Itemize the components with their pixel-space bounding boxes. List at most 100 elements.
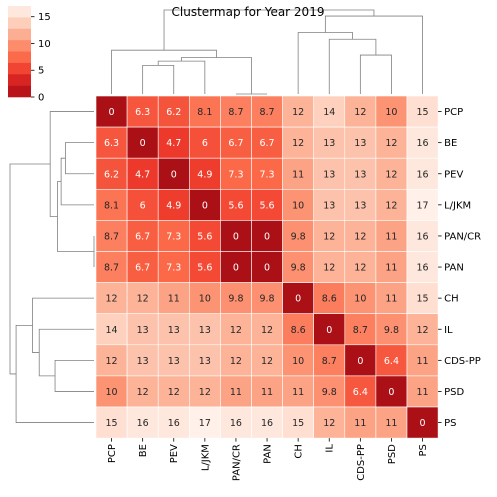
- cell-value: 0: [171, 169, 177, 180]
- cell-value: 0: [140, 138, 146, 149]
- cell-value: 13: [354, 138, 366, 149]
- cell-value: 8.7: [228, 107, 243, 118]
- dendrogram-link: [111, 49, 217, 94]
- heatmap-cell: [282, 95, 315, 128]
- cell-value: 7.3: [166, 231, 181, 242]
- heatmap-cell: [406, 313, 439, 346]
- cell-value: 0: [420, 418, 426, 429]
- cell-value: 13: [199, 356, 211, 367]
- cell-value: 12: [323, 418, 335, 429]
- cell-value: 15: [106, 418, 118, 429]
- heatmap-cell: [126, 313, 159, 346]
- cell-value: 11: [292, 387, 304, 398]
- column-dendrogram: [111, 9, 423, 95]
- dendrogram-link: [57, 181, 94, 252]
- heatmap-cell: [313, 95, 346, 128]
- cell-value: 11: [385, 231, 397, 242]
- heatmap-cell: [251, 251, 283, 283]
- heatmap-cell: [189, 157, 221, 190]
- heatmap-cell: [344, 344, 377, 377]
- heatmap-cell: [375, 282, 408, 315]
- cell-value: 5.6: [197, 231, 212, 242]
- heatmap-cell: [220, 189, 252, 221]
- cell-value: 16: [417, 169, 429, 180]
- cell-value: 6.2: [166, 107, 181, 118]
- cell-value: 9.8: [291, 231, 306, 242]
- heatmap-cell: [313, 375, 346, 408]
- cell-value: 11: [230, 387, 242, 398]
- cell-value: 8.6: [322, 294, 337, 305]
- heatmap-cell: [282, 251, 315, 283]
- heatmap-cell: [313, 251, 346, 283]
- colorbar-tick-label: 5: [38, 66, 44, 77]
- cell-value: 14: [323, 107, 335, 118]
- heatmap-cell: [313, 344, 346, 377]
- cell-value: 0: [264, 263, 270, 274]
- cell-value: 0: [202, 200, 208, 211]
- cell-value: 6.7: [135, 263, 150, 274]
- dendrogram-link: [359, 54, 392, 94]
- dendrogram-link: [328, 38, 377, 94]
- heatmap-cell: [95, 220, 128, 252]
- heatmap-cell: [157, 406, 190, 439]
- heatmap-cell: [375, 95, 408, 128]
- dendrogram-link: [64, 142, 94, 175]
- cell-value: 12: [168, 387, 180, 398]
- cell-value: 13: [137, 356, 149, 367]
- heatmap-grid: 0 6.3 6.2 8.1 8.7 8.7 12 14 12 10 15 6.3 0 4.7 6 6.7 6.7…: [95, 95, 439, 439]
- heatmap-cell: [406, 375, 439, 408]
- heatmap-cell: [282, 375, 315, 408]
- cell-value: 13: [323, 138, 335, 149]
- cell-value: 12: [323, 263, 335, 274]
- cell-value: 6: [202, 138, 208, 149]
- cell-value: 12: [417, 325, 429, 336]
- cell-value: 9.8: [384, 325, 399, 336]
- heatmap-cell: [282, 313, 315, 346]
- cell-value: 8.7: [322, 356, 337, 367]
- heatmap-cell: [220, 157, 252, 190]
- cell-value: 13: [199, 325, 211, 336]
- heatmap-cell: [406, 157, 439, 190]
- cell-value: 11: [261, 387, 273, 398]
- cell-value: 12: [292, 138, 304, 149]
- heatmap-cell: [126, 251, 159, 283]
- heatmap-cell: [406, 406, 439, 439]
- cell-value: 12: [137, 387, 149, 398]
- heatmap-cell: [251, 344, 283, 377]
- row-label: PSD: [444, 387, 464, 398]
- cell-value: 8.6: [291, 325, 306, 336]
- cell-value: 6.4: [353, 387, 368, 398]
- cell-value: 9.8: [259, 294, 274, 305]
- cell-value: 6.7: [259, 138, 274, 149]
- heatmap-cell: [189, 95, 221, 128]
- heatmap-cell: [251, 126, 283, 159]
- cell-value: 10: [199, 294, 211, 305]
- colorbar-tick-label: 0: [38, 93, 44, 104]
- dendrogram-link: [142, 64, 175, 94]
- column-label: PCP: [107, 444, 118, 463]
- cell-value: 7.3: [259, 169, 274, 180]
- dendrogram-link: [38, 328, 94, 377]
- cell-value: 6: [140, 200, 146, 211]
- heatmap-cell: [157, 220, 190, 252]
- cell-value: 13: [168, 356, 180, 367]
- cell-value: 16: [137, 418, 149, 429]
- dendrogram-link: [157, 60, 206, 94]
- cell-value: 16: [417, 263, 429, 274]
- cell-value: 4.7: [135, 169, 150, 180]
- cell-value: 0: [109, 107, 115, 118]
- cell-value: 12: [292, 107, 304, 118]
- cell-value: 13: [354, 169, 366, 180]
- colorbar-band: [8, 6, 31, 18]
- cell-value: 12: [354, 231, 366, 242]
- cell-value: 5.6: [259, 200, 274, 211]
- cell-value: 16: [417, 138, 429, 149]
- heatmap-cell: [157, 126, 190, 159]
- cell-value: 12: [199, 387, 211, 398]
- heatmap-cell: [157, 251, 190, 283]
- dendrogram-link: [54, 359, 94, 392]
- cell-value: 5.6: [228, 200, 243, 211]
- heatmap-cell: [375, 189, 408, 221]
- heatmap-cell: [282, 220, 315, 252]
